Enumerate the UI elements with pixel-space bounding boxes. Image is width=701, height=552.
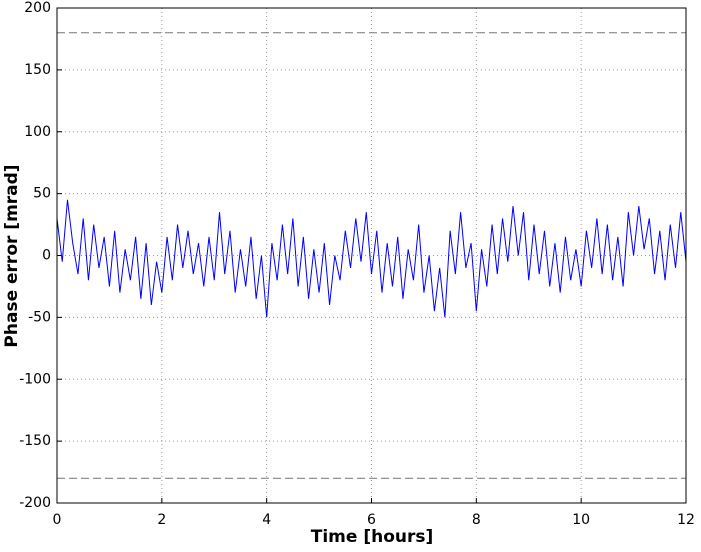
x-tick-label: 6 xyxy=(367,512,376,528)
y-tick-label: 0 xyxy=(42,248,51,264)
x-tick-label: 2 xyxy=(157,512,166,528)
x-axis-label: Time [hours] xyxy=(311,527,434,547)
data-line xyxy=(56,199,687,318)
y-tick-label: -200 xyxy=(19,495,51,511)
y-tick-label: 100 xyxy=(24,124,51,140)
y-tick-label: 200 xyxy=(24,0,51,16)
y-tick-label: -50 xyxy=(28,309,51,325)
axes-box xyxy=(56,7,687,504)
x-tick-label: 0 xyxy=(53,512,62,528)
y-tick-label: 150 xyxy=(24,62,51,78)
x-tick-label: 4 xyxy=(262,512,271,528)
y-tick-label: -100 xyxy=(19,371,51,387)
x-tick-label: 12 xyxy=(677,512,695,528)
y-tick-label: -150 xyxy=(19,433,51,449)
y-axis-label: Phase error [mrad] xyxy=(2,164,22,347)
x-tick-label: 8 xyxy=(472,512,481,528)
x-tick-label: 10 xyxy=(572,512,590,528)
y-tick-label: 50 xyxy=(33,186,51,202)
